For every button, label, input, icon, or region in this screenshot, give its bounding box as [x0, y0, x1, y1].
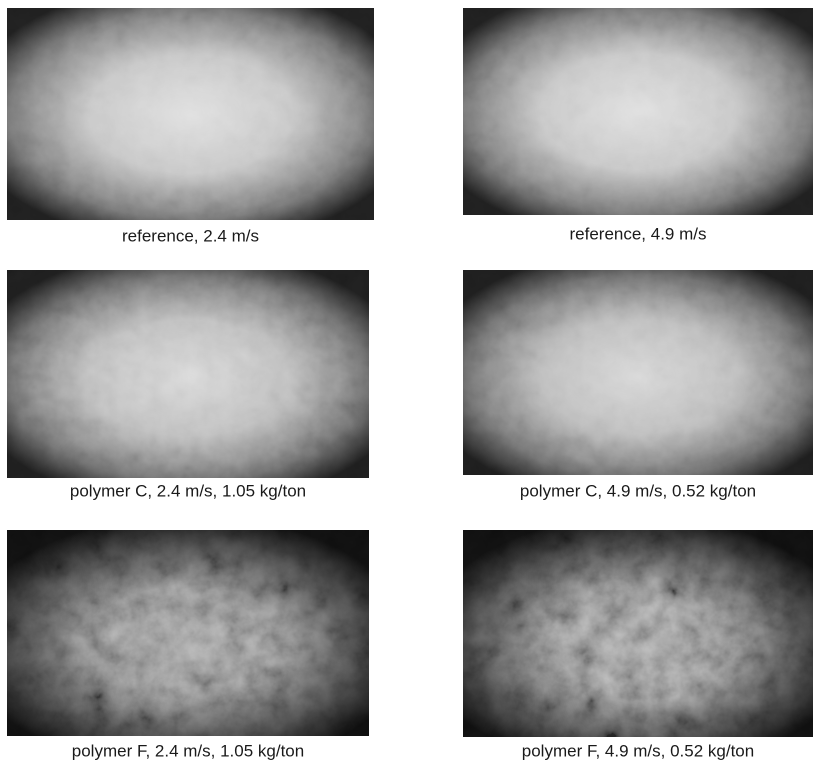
panel-texture: [463, 530, 813, 737]
panel-caption: reference, 2.4 m/s: [122, 226, 259, 245]
panel-texture: [7, 530, 369, 736]
panel-caption: reference, 4.9 m/s: [569, 224, 706, 243]
panel-caption: polymer C, 4.9 m/s, 0.52 kg/ton: [520, 481, 756, 500]
panel-texture: [7, 8, 374, 220]
panel-caption: polymer C, 2.4 m/s, 1.05 kg/ton: [70, 481, 306, 500]
panel-caption: polymer F, 2.4 m/s, 1.05 kg/ton: [72, 741, 304, 760]
panel-caption: polymer F, 4.9 m/s, 0.52 kg/ton: [522, 741, 754, 760]
panel-texture: [463, 270, 813, 475]
figure: reference, 2.4 m/s reference, 4.9 m/s poly…: [0, 0, 817, 766]
page: {"figure": {"panels": [ {"caption": "ref…: [0, 0, 817, 766]
panel-texture: [7, 270, 369, 478]
panel-texture: [463, 8, 813, 215]
